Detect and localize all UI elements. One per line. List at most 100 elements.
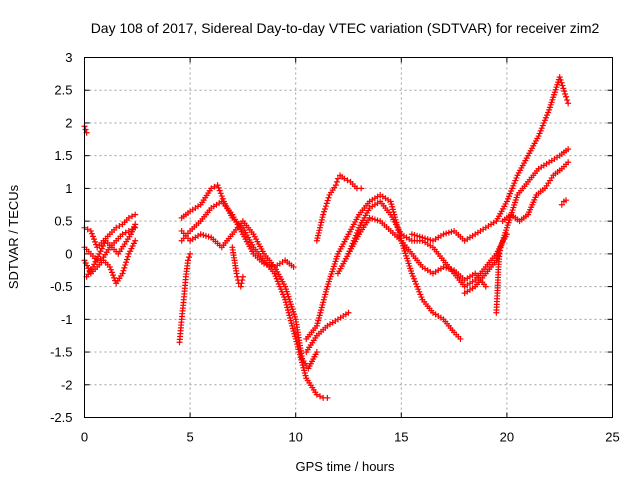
series-track-j (229, 244, 246, 290)
y-tick-label: -1 (61, 312, 73, 327)
y-tick-label: 2.5 (54, 83, 72, 98)
data-point (285, 309, 292, 316)
series-track-i (178, 218, 297, 270)
data-point (186, 254, 193, 261)
data-point (316, 393, 323, 400)
data-point (448, 228, 455, 235)
data-point (321, 208, 328, 215)
data-point (200, 232, 207, 239)
data-point (319, 301, 326, 308)
data-point (315, 317, 322, 324)
data-point (389, 206, 396, 213)
data-point (277, 286, 284, 293)
data-point (107, 266, 114, 273)
data-point (208, 185, 215, 192)
data-point (82, 260, 89, 267)
data-point (122, 229, 129, 236)
x-tick-label: 5 (186, 430, 193, 445)
data-point (87, 227, 94, 234)
x-tick-label: 15 (394, 430, 408, 445)
data-point (233, 270, 240, 277)
data-point (564, 97, 571, 104)
data-point (348, 243, 355, 250)
data-point (128, 245, 135, 252)
data-point (89, 233, 96, 240)
series-track-r (493, 244, 504, 316)
data-point (445, 229, 452, 236)
data-point (95, 253, 102, 260)
data-point (287, 317, 294, 324)
data-point (333, 178, 340, 185)
data-point (344, 177, 351, 184)
data-point (237, 283, 244, 290)
data-point (219, 195, 226, 202)
data-point (324, 197, 331, 204)
y-tick-label: -2.5 (50, 410, 72, 425)
data-point (314, 320, 321, 327)
data-point (289, 325, 296, 332)
data-point (358, 185, 365, 192)
data-point (324, 394, 331, 401)
data-point (197, 231, 204, 238)
data-point (215, 184, 222, 191)
data-point (287, 315, 294, 322)
data-point (290, 263, 297, 270)
data-point (313, 237, 320, 244)
y-tick-label: 3 (65, 50, 72, 65)
data-point (440, 263, 447, 270)
data-point (93, 256, 100, 263)
data-point (409, 273, 416, 280)
data-point (350, 237, 357, 244)
data-point (323, 200, 330, 207)
data-point (541, 117, 548, 124)
data-point (116, 223, 123, 230)
y-tick-label: 1 (65, 181, 72, 196)
series-track-p (408, 74, 572, 244)
data-points (81, 74, 572, 401)
data-point (315, 232, 322, 239)
data-point (545, 109, 552, 116)
chart-title: Day 108 of 2017, Sidereal Day-to-day VTE… (91, 20, 600, 36)
data-point (504, 195, 511, 202)
data-point (334, 175, 341, 182)
data-point (318, 304, 325, 311)
data-point (353, 229, 360, 236)
data-point (125, 214, 132, 221)
data-point (443, 230, 450, 237)
data-point (120, 267, 127, 274)
series-track-l (303, 309, 352, 356)
data-point (289, 322, 296, 329)
data-point (415, 286, 422, 293)
data-point (414, 283, 421, 290)
data-point (84, 262, 91, 269)
data-point (239, 277, 246, 284)
data-point (507, 190, 514, 197)
data-point (535, 133, 542, 140)
data-point (89, 263, 96, 270)
axis-ticks (84, 57, 613, 418)
data-point (275, 280, 282, 287)
data-point (315, 229, 322, 236)
y-tick-label: -1.5 (50, 345, 72, 360)
data-point (565, 100, 572, 107)
data-point (205, 233, 212, 240)
data-point (100, 243, 107, 250)
series-track-a (81, 123, 90, 136)
data-point (321, 205, 328, 212)
data-point (119, 270, 126, 277)
data-point (124, 253, 131, 260)
data-point (211, 183, 218, 190)
data-point (322, 203, 329, 210)
data-point (537, 127, 544, 134)
data-point (286, 312, 293, 319)
data-point (416, 233, 423, 240)
data-point (125, 227, 132, 234)
data-point (187, 250, 194, 257)
data-point (292, 335, 299, 342)
x-tick-label: 10 (288, 430, 302, 445)
series-track-s (499, 159, 572, 225)
data-point (318, 216, 325, 223)
y-tick-label: 2 (65, 115, 72, 130)
data-point (563, 93, 570, 100)
